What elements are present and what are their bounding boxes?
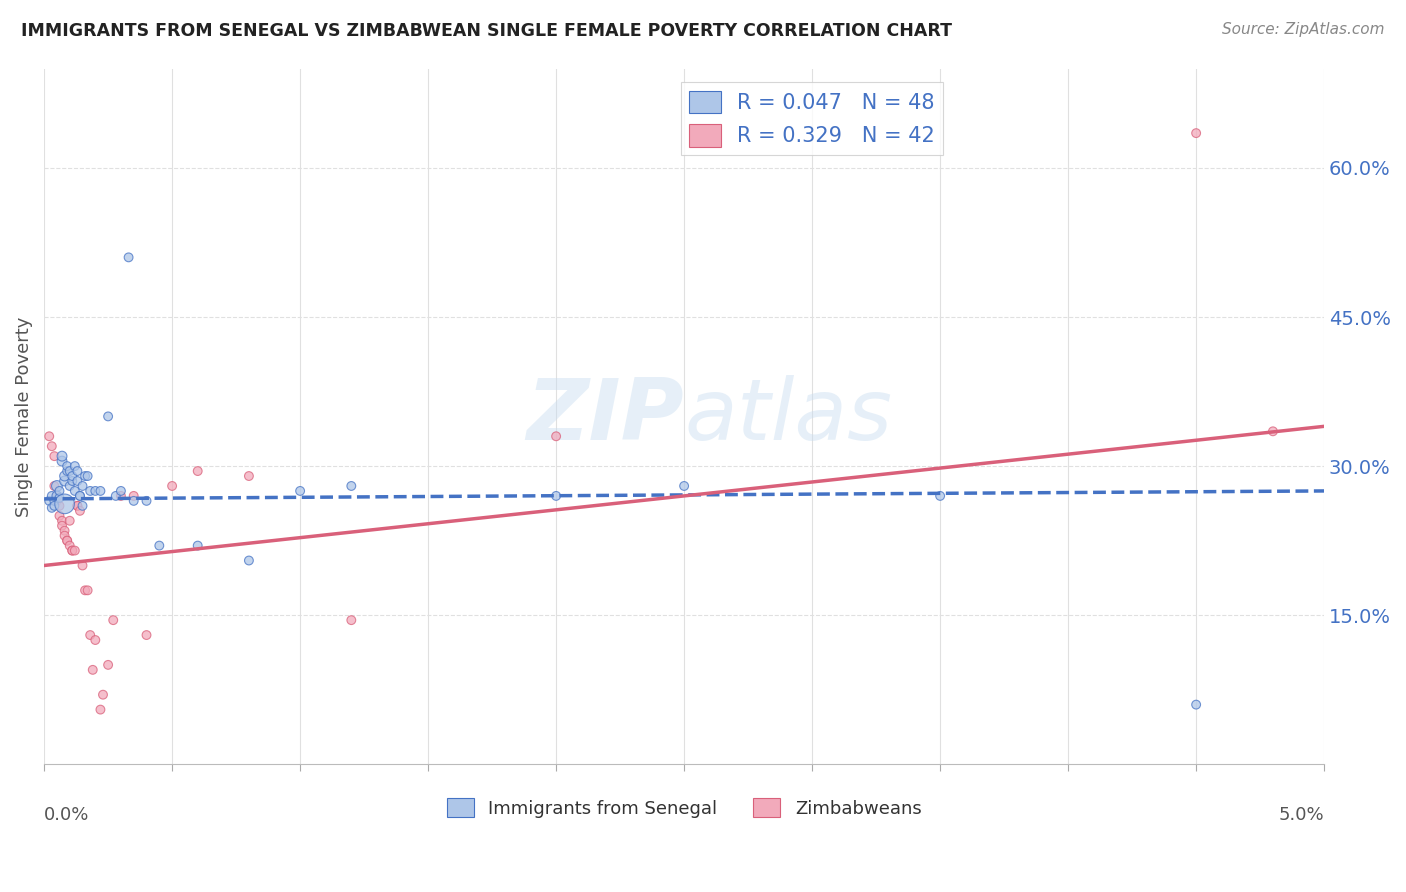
Point — [340, 613, 363, 627]
Point — [59, 539, 82, 553]
Point — [91, 688, 114, 702]
Point — [51, 449, 73, 463]
Point — [238, 469, 260, 483]
Point — [60, 543, 83, 558]
Point — [53, 524, 76, 538]
Point — [44, 449, 66, 463]
Point — [48, 499, 70, 513]
Point — [53, 469, 76, 483]
Point — [69, 489, 91, 503]
Point — [135, 628, 157, 642]
Point — [89, 703, 111, 717]
Point — [546, 489, 568, 503]
Y-axis label: Single Female Poverty: Single Female Poverty — [15, 316, 32, 516]
Point — [1185, 698, 1208, 712]
Point — [66, 499, 89, 513]
Point — [97, 657, 120, 672]
Point — [546, 429, 568, 443]
Point — [44, 479, 66, 493]
Point — [75, 583, 97, 598]
Point — [75, 469, 97, 483]
Legend: R = 0.047   N = 48, R = 0.329   N = 42: R = 0.047 N = 48, R = 0.329 N = 42 — [681, 82, 943, 155]
Point — [51, 454, 73, 468]
Point — [72, 479, 94, 493]
Point — [56, 459, 79, 474]
Point — [48, 491, 70, 505]
Point — [187, 464, 209, 478]
Text: atlas: atlas — [685, 375, 893, 458]
Point — [53, 497, 76, 511]
Point — [38, 429, 60, 443]
Point — [117, 251, 139, 265]
Point — [69, 489, 91, 503]
Point — [104, 489, 127, 503]
Point — [1185, 126, 1208, 140]
Point — [89, 483, 111, 498]
Point — [60, 543, 83, 558]
Point — [288, 483, 311, 498]
Point — [110, 489, 132, 503]
Point — [72, 558, 94, 573]
Point — [56, 533, 79, 548]
Point — [340, 479, 363, 493]
Point — [135, 494, 157, 508]
Point — [110, 483, 132, 498]
Point — [38, 494, 60, 508]
Point — [60, 474, 83, 488]
Point — [63, 483, 86, 498]
Point — [929, 489, 952, 503]
Point — [84, 633, 107, 648]
Point — [122, 489, 145, 503]
Point — [103, 613, 125, 627]
Point — [59, 479, 82, 493]
Point — [97, 409, 120, 424]
Text: IMMIGRANTS FROM SENEGAL VS ZIMBABWEAN SINGLE FEMALE POVERTY CORRELATION CHART: IMMIGRANTS FROM SENEGAL VS ZIMBABWEAN SI… — [21, 22, 952, 40]
Point — [187, 539, 209, 553]
Point — [59, 514, 82, 528]
Point — [45, 479, 67, 493]
Point — [41, 489, 63, 503]
Point — [48, 508, 70, 523]
Point — [673, 479, 696, 493]
Point — [56, 533, 79, 548]
Point — [45, 494, 67, 508]
Point — [1261, 425, 1284, 439]
Point — [60, 469, 83, 483]
Point — [66, 464, 89, 478]
Point — [160, 479, 183, 493]
Point — [79, 628, 101, 642]
Point — [41, 500, 63, 515]
Point — [59, 464, 82, 478]
Text: 0.0%: 0.0% — [44, 806, 90, 824]
Point — [69, 504, 91, 518]
Text: 5.0%: 5.0% — [1278, 806, 1324, 824]
Point — [44, 499, 66, 513]
Point — [76, 583, 98, 598]
Point — [148, 539, 170, 553]
Point — [63, 459, 86, 474]
Point — [66, 474, 89, 488]
Point — [48, 483, 70, 498]
Point — [56, 464, 79, 478]
Point — [79, 483, 101, 498]
Point — [72, 499, 94, 513]
Point — [82, 663, 104, 677]
Point — [53, 529, 76, 543]
Point — [44, 494, 66, 508]
Point — [84, 483, 107, 498]
Text: Source: ZipAtlas.com: Source: ZipAtlas.com — [1222, 22, 1385, 37]
Point — [76, 469, 98, 483]
Point — [66, 499, 89, 513]
Point — [63, 543, 86, 558]
Point — [122, 494, 145, 508]
Point — [41, 439, 63, 453]
Point — [238, 553, 260, 567]
Point — [51, 514, 73, 528]
Point — [45, 489, 67, 503]
Point — [51, 518, 73, 533]
Point — [45, 489, 67, 503]
Text: ZIP: ZIP — [526, 375, 685, 458]
Point — [53, 474, 76, 488]
